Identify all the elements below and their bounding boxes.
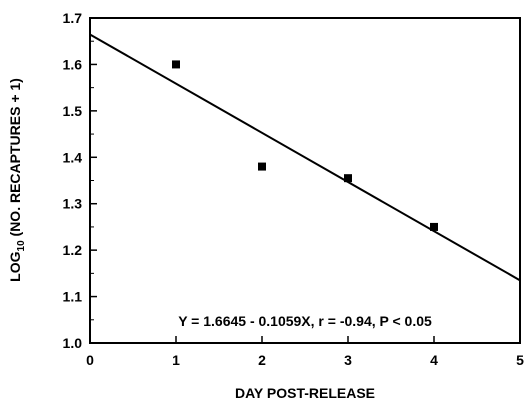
y-tick-label: 1.4: [63, 149, 83, 165]
y-axis: 1.0 1.1 1.2 1.3 1.4 1.5 1.6 1.7: [63, 10, 97, 351]
regression-equation-annotation: Y = 1.6645 - 0.1059X, r = -0.94, P < 0.0…: [178, 313, 432, 329]
y-tick-label: 1.3: [63, 196, 83, 212]
plot-border: [89, 17, 521, 344]
x-tick-label: 0: [86, 352, 94, 368]
x-axis-label: DAY POST-RELEASE: [235, 385, 375, 401]
x-tick-label: 4: [430, 352, 438, 368]
y-axis-label-suffix: (NO. RECAPTURES + 1): [7, 78, 23, 240]
x-tick-label: 5: [516, 352, 524, 368]
y-tick-label: 1.5: [63, 103, 83, 119]
y-axis-label-subscript: 10: [16, 240, 27, 252]
y-tick-label: 1.0: [63, 335, 83, 351]
y-tick-label: 1.6: [63, 56, 83, 72]
plot-frame: [89, 17, 521, 344]
y-tick-label: 1.1: [63, 289, 83, 305]
data-point: [430, 222, 438, 231]
x-tick-label: 3: [344, 352, 352, 368]
data-point: [258, 162, 266, 171]
regression-layer: [89, 33, 521, 282]
y-axis-label-prefix: LOG: [7, 251, 23, 281]
y-tick-label: 1.2: [63, 242, 83, 258]
y-tick-label: 1.7: [63, 10, 83, 26]
data-point: [344, 174, 352, 183]
x-tick-label: 1: [172, 352, 180, 368]
x-axis: 0 1 2 3 4 5: [86, 336, 524, 368]
data-points: [172, 60, 438, 231]
regression-line: [89, 33, 521, 282]
x-tick-label: 2: [258, 352, 266, 368]
y-axis-label: LOG10 (NO. RECAPTURES + 1): [7, 78, 27, 282]
data-point: [172, 60, 180, 69]
